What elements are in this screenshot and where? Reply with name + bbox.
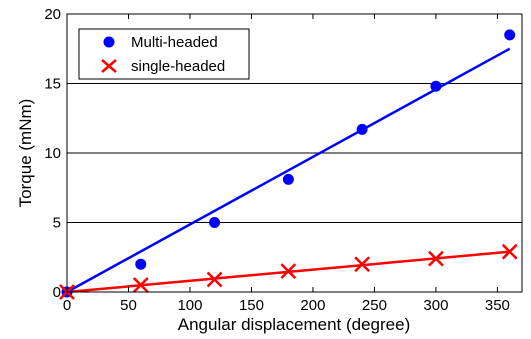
point-multi-headed: [430, 80, 442, 92]
legend-label-single-headed: single-headed: [131, 58, 225, 75]
point-single-headed: [428, 250, 444, 267]
legend-label-multi-headed: Multi-headed: [131, 34, 218, 51]
x-tick-label: 0: [63, 297, 71, 314]
y-tick-label: 15: [44, 76, 61, 93]
point-single-headed: [501, 243, 518, 260]
x-tick-label: 150: [239, 297, 264, 314]
legend: Multi-headed single-headed: [78, 28, 250, 80]
point-multi-headed: [504, 29, 516, 41]
point-multi-headed: [356, 123, 368, 135]
y-tick-label: 0: [53, 284, 61, 301]
x-tick-label: 50: [120, 297, 137, 314]
x-axis-label: Angular displacement (degree): [178, 315, 410, 334]
data-markers: [59, 29, 518, 300]
legend-marker-multi-headed: [103, 36, 115, 48]
y-axis-label: Torque (mNm): [16, 99, 35, 208]
point-multi-headed: [209, 217, 221, 228]
x-tick-label: 250: [362, 297, 387, 314]
y-tick-label: 20: [44, 6, 61, 23]
point-single-headed: [206, 271, 223, 288]
x-tick-label: 350: [485, 297, 510, 314]
point-single-headed: [132, 277, 149, 293]
legend-marker-single-headed: [101, 59, 117, 73]
point-single-headed: [280, 263, 297, 280]
x-tick-label: 100: [177, 297, 202, 314]
point-single-headed: [354, 256, 371, 273]
x-tick-label: 300: [423, 297, 448, 314]
point-multi-headed: [282, 173, 294, 185]
y-tick-label: 5: [53, 215, 61, 232]
x-tick-label: 200: [300, 297, 325, 314]
point-multi-headed: [135, 258, 147, 270]
y-tick-label: 10: [44, 145, 61, 162]
